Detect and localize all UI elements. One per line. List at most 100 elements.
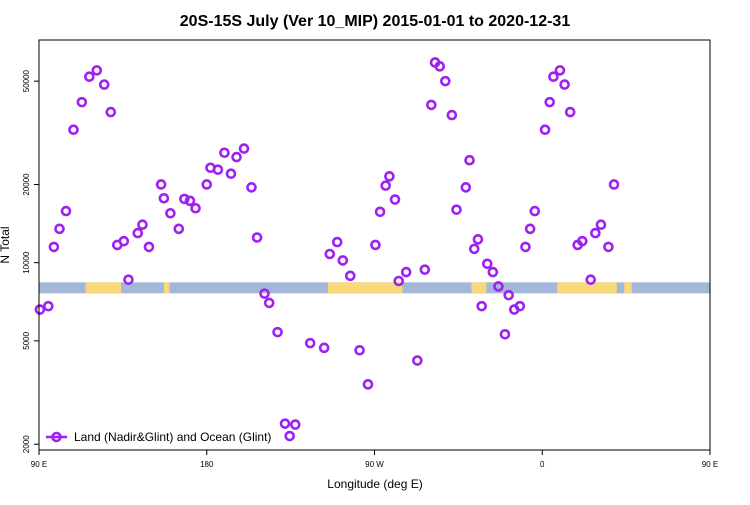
data-point <box>158 192 170 204</box>
data-point <box>370 239 381 251</box>
legend-label: Land (Nadir&Glint) and Ocean (Glint) <box>74 430 271 444</box>
x-tick-label: 90 E <box>702 460 718 469</box>
data-point <box>231 151 242 163</box>
data-point <box>284 430 295 442</box>
data-point <box>246 182 257 193</box>
data-point <box>238 143 250 154</box>
data-point <box>564 106 576 118</box>
data-point <box>544 96 556 108</box>
data-point <box>451 204 462 215</box>
data-point <box>400 266 412 278</box>
data-point <box>468 243 480 255</box>
data-point <box>173 223 185 235</box>
data-point <box>132 227 144 239</box>
y-tick-label: 5000 <box>22 331 31 349</box>
data-point <box>48 241 60 253</box>
data-point <box>393 275 405 287</box>
data-point <box>34 304 46 315</box>
land-band-segment <box>471 282 487 294</box>
y-tick-label: 50000 <box>22 69 31 92</box>
land-band-segment <box>624 282 632 294</box>
data-point <box>344 270 356 282</box>
data-point <box>105 106 117 118</box>
x-tick-label: 90 E <box>31 460 47 469</box>
data-point <box>354 344 365 356</box>
data-point <box>263 297 275 309</box>
x-tick-label: 180 <box>200 460 214 469</box>
data-series <box>34 57 620 442</box>
y-tick-label: 10000 <box>22 251 31 274</box>
data-point <box>608 179 620 190</box>
data-point <box>304 337 316 349</box>
data-point <box>434 61 446 72</box>
chart-title: 20S-15S July (Ver 10_MIP) 2015-01-01 to … <box>180 13 571 30</box>
data-point <box>554 65 566 76</box>
data-point <box>476 300 487 312</box>
surface-band <box>39 282 710 294</box>
data-point <box>524 223 536 235</box>
x-tick-label: 90 W <box>365 460 384 469</box>
data-point <box>54 223 65 235</box>
data-point <box>380 180 391 191</box>
y-tick-label: 2000 <box>22 435 31 453</box>
data-point <box>179 193 190 205</box>
y-tick-label: 20000 <box>22 173 31 196</box>
data-point <box>98 79 110 90</box>
data-point <box>440 75 451 87</box>
data-point <box>155 179 167 190</box>
data-point <box>499 328 511 340</box>
land-band-segment <box>85 282 122 294</box>
legend-marker <box>51 431 62 443</box>
data-point <box>539 124 551 136</box>
land-band-segment <box>327 282 403 294</box>
land-band-segment <box>557 282 617 294</box>
data-point <box>595 219 607 231</box>
data-point <box>324 248 336 260</box>
data-point <box>259 288 270 299</box>
data-point <box>419 264 431 275</box>
data-point <box>426 99 437 111</box>
data-point <box>603 241 614 253</box>
data-point <box>184 195 196 207</box>
data-point <box>481 258 493 270</box>
legend: Land (Nadir&Glint) and Ocean (Glint) <box>46 430 271 444</box>
data-point <box>201 179 213 190</box>
data-point <box>472 234 484 245</box>
data-point <box>84 71 95 83</box>
data-point <box>137 219 148 231</box>
data-point <box>212 164 224 176</box>
data-point <box>384 171 395 182</box>
data-point <box>464 154 475 166</box>
x-axis: 90 E 180 90 W 0 90 E <box>31 450 718 469</box>
data-point <box>190 202 201 214</box>
data-point <box>514 300 526 312</box>
data-point <box>577 235 588 247</box>
data-point <box>362 379 374 390</box>
data-point <box>225 168 237 180</box>
data-point <box>91 65 103 76</box>
data-point <box>272 326 283 338</box>
plot-frame <box>38 39 711 451</box>
data-point <box>337 255 349 266</box>
land-band-segment <box>163 282 170 294</box>
data-point <box>251 232 263 243</box>
data-point <box>585 274 597 285</box>
data-point <box>143 241 155 253</box>
data-point <box>529 205 541 217</box>
data-point <box>165 207 176 219</box>
data-point <box>289 419 301 430</box>
data-point <box>318 342 330 354</box>
y-axis: 2000 5000 10000 20000 50000 <box>22 69 39 453</box>
x-tick-label: 0 <box>540 460 545 469</box>
data-point <box>590 227 601 239</box>
data-point <box>123 274 134 285</box>
data-point <box>559 79 570 90</box>
data-point <box>520 241 531 253</box>
data-point <box>219 147 230 159</box>
data-point <box>487 266 499 278</box>
data-point <box>76 96 88 108</box>
data-point <box>548 71 559 83</box>
data-point <box>412 355 423 366</box>
data-point <box>60 205 72 217</box>
